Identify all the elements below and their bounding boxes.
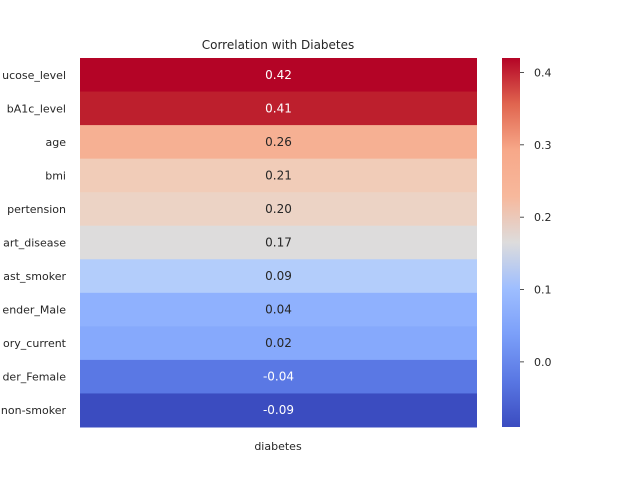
heatmap-cell: [80, 192, 477, 227]
cell-value-label: 0.09: [265, 269, 292, 283]
y-tick-label: ender_Male: [2, 304, 66, 317]
cell-value-label: 0.02: [265, 336, 292, 350]
cell-value-label: 0.26: [265, 135, 292, 149]
y-tick-label: der_Female: [2, 371, 66, 384]
colorbar-tick-label: 0.1: [534, 284, 552, 297]
heatmap-cell: [80, 326, 477, 361]
colorbar-tick-label: 0.4: [534, 66, 552, 79]
cell-value-label: 0.41: [265, 101, 292, 115]
cell-value-label: 0.20: [265, 202, 292, 216]
y-tick-label: art_disease: [3, 237, 66, 250]
colorbar-ticks: 0.0 0.1 0.2 0.3 0.4: [520, 66, 552, 369]
cell-value-label: 0.21: [265, 168, 292, 182]
cell-value-label: -0.04: [263, 370, 294, 384]
heatmap-cell: [80, 359, 477, 394]
cell-value-label: -0.09: [263, 403, 294, 417]
colorbar-tick-label: 0.0: [534, 356, 552, 369]
cell-value-label: 0.17: [265, 236, 292, 250]
heatmap-cell: [80, 125, 477, 160]
y-tick-label: ucose_level: [2, 69, 66, 82]
chart-title: Correlation with Diabetes: [202, 38, 355, 52]
heatmap-cell: [80, 259, 477, 294]
heatmap-cell: [80, 393, 477, 428]
y-tick-label: bA1c_level: [7, 102, 66, 115]
y-tick-label: pertension: [7, 203, 66, 216]
y-tick-label: age: [46, 136, 67, 149]
heatmap-cell: [80, 58, 477, 93]
heatmap-rows: 0.42 ucose_level 0.41 bA1c_level 0.26 age 0.21…: [1, 58, 477, 428]
colorbar: [502, 58, 520, 427]
colorbar-tick-label: 0.3: [534, 139, 552, 152]
cell-value-label: 0.04: [265, 303, 292, 317]
x-tick-label: diabetes: [254, 440, 302, 453]
y-tick-label: bmi: [45, 169, 66, 182]
heatmap-cell: [80, 158, 477, 193]
heatmap-cell: [80, 292, 477, 327]
y-tick-label: ory_current: [3, 337, 67, 350]
heatmap-cell: [80, 91, 477, 126]
colorbar-tick-label: 0.2: [534, 211, 552, 224]
cell-value-label: 0.42: [265, 68, 292, 82]
y-tick-label: ast_smoker: [3, 270, 66, 283]
heatmap-cell: [80, 225, 477, 260]
y-tick-label: non-smoker: [1, 404, 67, 417]
